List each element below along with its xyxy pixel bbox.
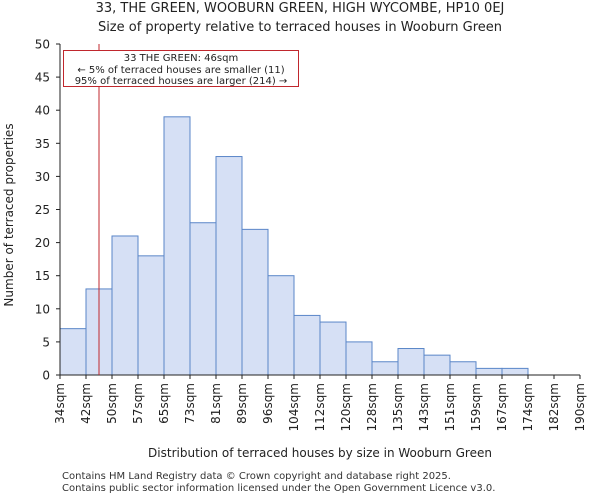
y-tick-label-10: 10: [35, 302, 50, 316]
x-tick-label-34sqm: 34sqm: [53, 383, 67, 424]
bar-167sqm: [501, 367, 529, 376]
x-tick-label-42sqm: 42sqm: [79, 383, 93, 424]
x-tick-label-151sqm: 151sqm: [443, 383, 457, 431]
y-axis: 0 5 10 15 20 25 30 35 40 45 50: [35, 38, 61, 383]
annotation-line-3: 95% of terraced houses are larger (214) …: [74, 76, 288, 87]
bar-50sqm: [111, 235, 139, 376]
bar-34sqm: [59, 328, 87, 376]
x-tick-label-73sqm: 73sqm: [183, 383, 197, 424]
y-tick-label-15: 15: [35, 269, 50, 283]
bar-120sqm: [345, 341, 373, 376]
x-tick-label-89sqm: 89sqm: [235, 383, 249, 424]
bar-57sqm: [137, 255, 165, 376]
bar-65sqm: [163, 116, 191, 376]
chart-subtitle: Size of property relative to terraced ho…: [97, 20, 503, 35]
x-tick-label-65sqm: 65sqm: [157, 383, 171, 424]
footer-line-2: Contains public sector information licen…: [62, 483, 496, 494]
x-tick-label-174sqm: 174sqm: [521, 383, 535, 431]
x-tick-label-120sqm: 120sqm: [339, 383, 353, 431]
y-axis-label: Number of terraced properties: [2, 123, 16, 306]
y-tick-label-40: 40: [35, 104, 50, 118]
footer-line-1: Contains HM Land Registry data © Crown c…: [62, 471, 451, 482]
y-tick-label-35: 35: [35, 137, 50, 151]
x-tick-label-96sqm: 96sqm: [261, 383, 275, 424]
bar-112sqm: [319, 321, 347, 376]
bar-96sqm: [267, 275, 295, 376]
y-tick-label-25: 25: [35, 203, 50, 217]
annotation-box: 33 THE GREEN: 46sqm ← 5% of terraced hou…: [63, 50, 299, 87]
chart-title: 33, THE GREEN, WOOBURN GREEN, HIGH WYCOM…: [95, 1, 505, 16]
bar-81sqm: [215, 156, 243, 376]
x-tick-label-50sqm: 50sqm: [105, 383, 119, 424]
x-axis-label: Distribution of terraced houses by size …: [148, 446, 492, 460]
y-tick-label-20: 20: [35, 236, 50, 250]
bars-group: [59, 116, 529, 376]
annotation-line-1: 33 THE GREEN: 46sqm: [123, 53, 239, 64]
x-tick-label-190sqm: 190sqm: [573, 383, 587, 431]
bar-135sqm: [397, 348, 425, 376]
bar-159sqm: [475, 367, 503, 376]
x-tick-label-128sqm: 128sqm: [365, 383, 379, 431]
x-tick-label-135sqm: 135sqm: [391, 383, 405, 431]
x-tick-label-57sqm: 57sqm: [131, 383, 145, 424]
bar-73sqm: [189, 222, 217, 376]
x-tick-label-167sqm: 167sqm: [495, 383, 509, 431]
x-tick-label-81sqm: 81sqm: [209, 383, 223, 424]
y-tick-label-30: 30: [35, 170, 50, 184]
y-tick-label-5: 5: [42, 335, 50, 349]
y-tick-label-50: 50: [35, 38, 50, 52]
x-tick-label-112sqm: 112sqm: [313, 383, 327, 431]
bar-151sqm: [449, 361, 477, 376]
bar-89sqm: [241, 228, 269, 376]
annotation-line-2: ← 5% of terraced houses are smaller (11): [77, 64, 285, 76]
x-tick-label-104sqm: 104sqm: [287, 383, 301, 431]
x-axis: 34sqm 42sqm 50sqm 57sqm 65sqm 73sqm 81sqm 89sqm…: [53, 374, 587, 431]
bar-104sqm: [293, 314, 321, 376]
x-tick-label-159sqm: 159sqm: [469, 383, 483, 431]
y-tick-label-45: 45: [35, 71, 50, 85]
x-tick-label-182sqm: 182sqm: [547, 383, 561, 431]
bar-143sqm: [423, 354, 451, 376]
x-tick-label-143sqm: 143sqm: [417, 383, 431, 431]
bar-128sqm: [371, 361, 399, 376]
y-tick-label-0: 0: [42, 369, 50, 383]
